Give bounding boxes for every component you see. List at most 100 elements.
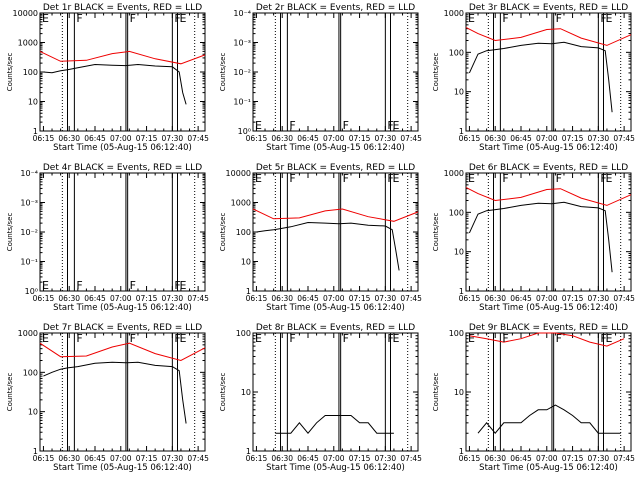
panel-9: Det 9r BLACK = Events, RED = LLD 1 10 100 06… <box>432 323 635 473</box>
plot-frame <box>465 172 632 292</box>
x-tick-label: 06:45 <box>297 134 319 143</box>
x-axis-label: Start Time (05-Aug-15 06:12:40) <box>53 143 192 153</box>
y-axis-label: Counts/sec <box>6 213 14 252</box>
panel-2: Det 2r BLACK = Events, RED = LLD 10⁰ 10⁻¹ 1… <box>219 3 422 153</box>
y-tick-label: 10⁻⁴ <box>20 169 38 178</box>
y-axis-label: Counts/sec <box>6 53 14 92</box>
x-tick-label: 07:00 <box>110 454 132 463</box>
panel-title: Det 9r BLACK = Events, RED = LLD <box>469 323 628 333</box>
flag-f: F <box>174 12 180 25</box>
panel-8: Det 8r BLACK = Events, RED = LLD 1 10 100 06… <box>219 323 422 473</box>
x-tick-label: 07:15 <box>349 454 371 463</box>
panel-title: Det 5r BLACK = Events, RED = LLD <box>256 163 415 173</box>
x-tick-label: 07:30 <box>375 454 397 463</box>
plot-frame <box>39 332 206 452</box>
panel-title: Det 6r BLACK = Events, RED = LLD <box>469 163 628 173</box>
flag-f: F <box>76 12 82 25</box>
x-tick-label: 06:15 <box>459 454 481 463</box>
y-tick-label: 1 <box>33 127 38 136</box>
series-events-line <box>43 63 187 105</box>
flag-e: E <box>180 332 187 345</box>
x-tick-label: 06:45 <box>84 134 106 143</box>
y-tick-label: 100 <box>449 48 464 57</box>
flag-f: F <box>556 12 562 25</box>
y-tick-label: 10⁻² <box>20 228 38 237</box>
x-tick-label: 07:00 <box>110 294 132 303</box>
y-tick-label: 1 <box>459 127 464 136</box>
x-tick-label: 06:30 <box>58 294 80 303</box>
x-tick-label: 07:15 <box>349 294 371 303</box>
y-tick-label: 10⁻³ <box>20 199 38 208</box>
x-tick-label: 07:15 <box>562 454 584 463</box>
x-tick-label: 07:45 <box>400 294 422 303</box>
y-tick-label: 1 <box>33 447 38 456</box>
y-tick-label: 100 <box>236 228 251 237</box>
x-axis-label: Start Time (05-Aug-15 06:12:40) <box>266 143 405 153</box>
y-tick-label: 10 <box>454 88 464 97</box>
flag-f: F <box>76 332 82 345</box>
x-axis-label: Start Time (05-Aug-15 06:12:40) <box>53 463 192 473</box>
panel-7: Det 7r BLACK = Events, RED = LLD 1 10 100 10… <box>6 323 209 473</box>
x-tick-label: 07:45 <box>187 294 209 303</box>
x-tick-label: 07:45 <box>187 454 209 463</box>
y-axis-label: Counts/sec <box>6 373 14 412</box>
x-tick-label: 06:15 <box>246 134 268 143</box>
flag-e: E <box>180 279 187 292</box>
x-tick-label: 06:45 <box>297 294 319 303</box>
x-tick-label: 06:15 <box>33 134 55 143</box>
x-tick-label: 06:45 <box>510 134 532 143</box>
x-axis-label: Start Time (05-Aug-15 06:12:40) <box>479 143 618 153</box>
x-tick-label: 07:00 <box>323 454 345 463</box>
x-tick-label: 06:45 <box>297 454 319 463</box>
y-tick-label: 100 <box>236 329 251 338</box>
x-axis-label: Start Time (05-Aug-15 06:12:40) <box>479 303 618 313</box>
y-tick-label: 1000 <box>231 199 251 208</box>
x-tick-label: 06:45 <box>84 294 106 303</box>
flag-e: E <box>606 332 613 345</box>
panel-title: Det 8r BLACK = Events, RED = LLD <box>256 323 415 333</box>
flag-f: F <box>556 332 562 345</box>
series-lld-line <box>252 208 419 222</box>
plot-frame <box>252 12 419 132</box>
y-tick-label: 10000 <box>13 9 38 18</box>
flag-f: F <box>600 172 606 185</box>
flag-e: E <box>393 119 400 132</box>
x-tick-label: 07:30 <box>375 134 397 143</box>
x-axis-label: Start Time (05-Aug-15 06:12:40) <box>266 303 405 313</box>
flag-e: E <box>255 332 262 345</box>
flag-e: E <box>255 119 262 132</box>
y-tick-label: 100 <box>449 329 464 338</box>
x-tick-label: 06:30 <box>484 134 506 143</box>
flag-f: F <box>130 12 136 25</box>
x-axis-label: Start Time (05-Aug-15 06:12:40) <box>479 463 618 473</box>
y-tick-label: 10 <box>241 388 251 397</box>
panel-title: Det 4r BLACK = Events, RED = LLD <box>43 163 202 173</box>
x-tick-label: 06:30 <box>271 454 293 463</box>
y-tick-label: 10⁻⁴ <box>233 9 251 18</box>
x-tick-label: 06:15 <box>246 294 268 303</box>
x-tick-label: 07:30 <box>375 294 397 303</box>
y-tick-label: 10⁻¹ <box>233 98 251 107</box>
flag-f: F <box>502 12 508 25</box>
y-axis-label: Counts/sec <box>432 53 440 92</box>
flag-f: F <box>289 172 295 185</box>
x-tick-label: 07:30 <box>588 294 610 303</box>
panel-1: Det 1r BLACK = Events, RED = LLD 1 10 100 10… <box>6 3 209 153</box>
flag-f: F <box>502 332 508 345</box>
panel-title: Det 3r BLACK = Events, RED = LLD <box>469 3 628 13</box>
y-tick-label: 10 <box>454 248 464 257</box>
flag-e: E <box>468 172 475 185</box>
flag-f: F <box>600 332 606 345</box>
x-tick-label: 07:00 <box>110 134 132 143</box>
x-tick-label: 06:30 <box>58 454 80 463</box>
x-axis-label: Start Time (05-Aug-15 06:12:40) <box>53 303 192 313</box>
flag-e: E <box>468 332 475 345</box>
x-tick-label: 07:45 <box>613 454 635 463</box>
x-tick-label: 06:15 <box>33 294 55 303</box>
flag-f: F <box>387 119 393 132</box>
x-tick-label: 06:30 <box>58 134 80 143</box>
x-tick-label: 07:30 <box>162 134 184 143</box>
y-axis-label: Counts/sec <box>219 213 227 252</box>
flag-f: F <box>76 279 82 292</box>
